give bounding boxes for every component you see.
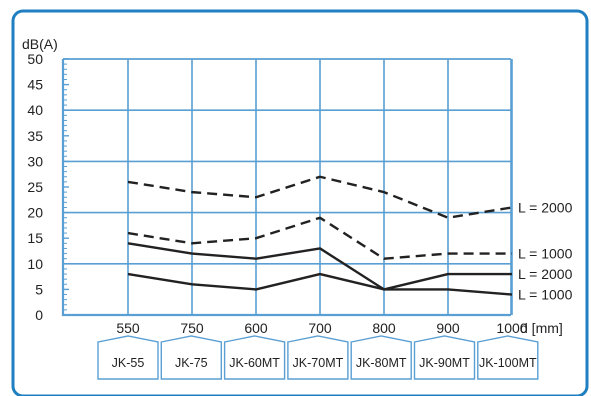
model-tag-label: JK-80MT: [356, 356, 407, 370]
model-tag-box: [413, 335, 476, 380]
y-tick-label: 35: [27, 128, 43, 144]
y-tick-label: 0: [35, 307, 43, 323]
x-axis-ticks: 550 750 600 700 800 900 1000: [116, 320, 527, 336]
y-tick-label: 50: [27, 51, 43, 67]
x-tick-label: 900: [436, 320, 460, 336]
model-tags: JK-55 JK-75 JK-60MT JK-70MT JK-80MT JK-90MT JK…: [97, 335, 539, 380]
series-labels: L = 2000 L = 1000 L = 2000 L = 1000: [518, 199, 573, 302]
y-tick-label: 15: [27, 230, 43, 246]
x-tick-label: 600: [244, 320, 268, 336]
series-label: L = 2000: [518, 266, 573, 282]
model-tag-label: JK-60MT: [229, 356, 280, 370]
y-axis-label: dB(A): [22, 36, 58, 52]
model-tag-label: JK-90MT: [419, 356, 470, 370]
series-label: L = 2000: [518, 199, 573, 215]
grid: [61, 58, 513, 317]
model-tag-label: JK-75: [175, 356, 208, 370]
model-tag-box: [350, 335, 412, 380]
chart-border: [11, 9, 589, 396]
y-axis-ticks: 0 5 10 15 20 25 30 35 40 45 50: [27, 51, 69, 323]
y-tick-label: 10: [27, 256, 43, 272]
model-tag-label: JK-55: [112, 356, 145, 370]
model-tag-label: JK-70MT: [293, 356, 344, 370]
model-tag-box: [477, 335, 539, 380]
series-label: L = 1000: [518, 246, 573, 262]
series-group: [127, 175, 513, 296]
series-label: L = 1000: [518, 287, 573, 303]
y-tick-label: 5: [35, 281, 43, 297]
x-axis-label: d [mm]: [520, 320, 563, 336]
model-tag-label: JK-100MT: [479, 356, 537, 370]
x-tick-label: 550: [116, 320, 140, 336]
model-tag-box: [223, 335, 286, 380]
x-tick-label: 750: [180, 320, 204, 336]
x-tick-label: 1000: [496, 320, 527, 336]
model-tag-box: [97, 335, 159, 380]
y-tick-label: 20: [27, 205, 43, 221]
y-tick-label: 45: [27, 77, 43, 93]
y-tick-label: 25: [27, 179, 43, 195]
x-tick-label: 700: [308, 320, 332, 336]
model-tag-box: [287, 335, 349, 380]
y-tick-label: 30: [27, 153, 43, 169]
y-tick-label: 40: [27, 102, 43, 118]
x-tick-label: 800: [372, 320, 396, 336]
model-tag-box: [160, 335, 222, 380]
